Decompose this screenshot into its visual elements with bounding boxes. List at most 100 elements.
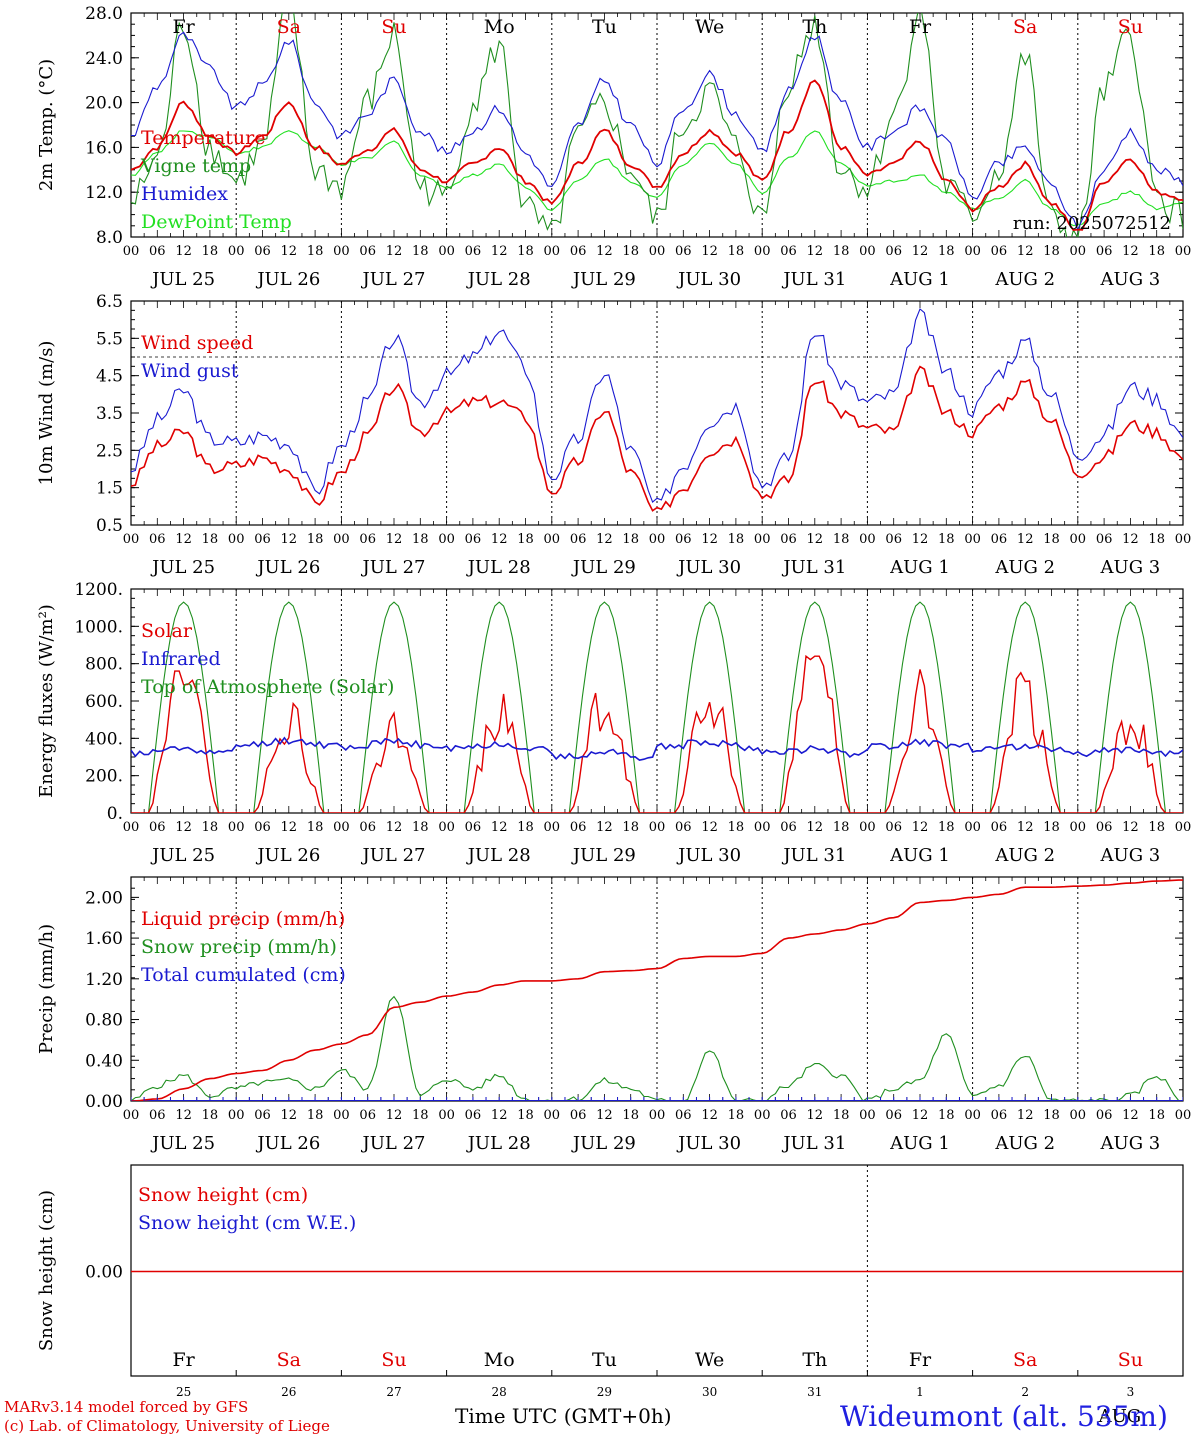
plot-area bbox=[131, 879, 1183, 1101]
y-tick-label: 2.5 bbox=[96, 441, 123, 461]
hour-label: 00 bbox=[228, 244, 245, 259]
day-name: Fr bbox=[172, 16, 195, 38]
hour-label: 18 bbox=[412, 532, 429, 547]
hour-label: 12 bbox=[701, 244, 718, 259]
hour-label: 06 bbox=[465, 532, 482, 547]
day-name: Su bbox=[381, 16, 406, 38]
hour-label: 06 bbox=[991, 1108, 1008, 1123]
month-label: AUG bbox=[1098, 1406, 1142, 1427]
day-name: Fr bbox=[909, 1349, 932, 1371]
hour-label: 00 bbox=[438, 244, 455, 259]
legend-entry: Total cumulated (cm) bbox=[141, 964, 346, 986]
day-name: Sa bbox=[277, 16, 301, 38]
date-label: JUL 25 bbox=[150, 1133, 215, 1154]
date-label: JUL 30 bbox=[676, 557, 741, 578]
hour-label: 00 bbox=[964, 244, 981, 259]
series-vigne-temp bbox=[131, 13, 1183, 237]
hour-label: 12 bbox=[281, 1108, 298, 1123]
day-name: Su bbox=[1118, 16, 1143, 38]
hour-label: 00 bbox=[123, 1108, 140, 1123]
hour-label: 12 bbox=[386, 820, 403, 835]
hour-label: 00 bbox=[544, 532, 561, 547]
y-axis-label: 10m Wind (m/s) bbox=[36, 341, 57, 486]
y-tick-label: 0.40 bbox=[85, 1051, 123, 1071]
date-label: JUL 28 bbox=[466, 1133, 531, 1154]
day-number: 1 bbox=[916, 1385, 924, 1399]
hour-label: 12 bbox=[281, 532, 298, 547]
hour-label: 00 bbox=[1175, 532, 1192, 547]
hour-label: 18 bbox=[622, 820, 639, 835]
hour-label: 00 bbox=[964, 820, 981, 835]
hour-label: 18 bbox=[1043, 532, 1060, 547]
day-number: 26 bbox=[281, 1385, 296, 1399]
series-dewpoint-temp bbox=[131, 130, 1183, 227]
station-title: Wideumont (alt. 535m) bbox=[840, 1400, 1168, 1433]
hour-label: 00 bbox=[333, 820, 350, 835]
hour-label: 18 bbox=[202, 244, 219, 259]
hour-label: 00 bbox=[754, 244, 771, 259]
y-tick-label: 24.0 bbox=[85, 49, 123, 69]
hour-label: 00 bbox=[964, 532, 981, 547]
hour-label: 06 bbox=[885, 1108, 902, 1123]
day-number: 31 bbox=[807, 1385, 822, 1399]
hour-label: 06 bbox=[149, 244, 166, 259]
hour-label: 06 bbox=[254, 532, 271, 547]
hour-label: 06 bbox=[149, 1108, 166, 1123]
date-label: AUG 1 bbox=[889, 845, 950, 866]
hour-label: 18 bbox=[622, 1108, 639, 1123]
date-label: JUL 25 bbox=[150, 269, 215, 290]
date-label: JUL 31 bbox=[781, 845, 846, 866]
day-number: 25 bbox=[176, 1385, 191, 1399]
hour-label: 06 bbox=[991, 532, 1008, 547]
y-tick-label: 3.5 bbox=[96, 404, 123, 424]
series-humidex bbox=[131, 31, 1183, 231]
hour-label: 12 bbox=[386, 532, 403, 547]
hour-label: 18 bbox=[1148, 532, 1165, 547]
hour-label: 06 bbox=[570, 820, 587, 835]
day-name: Tu bbox=[592, 16, 617, 38]
legend-entry: Temperature bbox=[141, 127, 265, 149]
hour-label: 00 bbox=[754, 820, 771, 835]
hour-label: 12 bbox=[1122, 244, 1139, 259]
hour-label: 12 bbox=[701, 820, 718, 835]
hour-label: 06 bbox=[1096, 244, 1113, 259]
y-tick-label: 200. bbox=[85, 767, 123, 787]
y-tick-label: 20.0 bbox=[85, 94, 123, 114]
hour-label: 12 bbox=[175, 1108, 192, 1123]
hour-label: 00 bbox=[438, 820, 455, 835]
hour-label: 18 bbox=[938, 244, 955, 259]
series-infrared bbox=[131, 736, 1183, 761]
hour-label: 12 bbox=[596, 244, 613, 259]
day-name: We bbox=[695, 1349, 724, 1371]
date-label: JUL 25 bbox=[150, 845, 215, 866]
day-name: Sa bbox=[1013, 16, 1037, 38]
date-label: JUL 30 bbox=[676, 845, 741, 866]
hour-label: 06 bbox=[991, 820, 1008, 835]
hour-label: 06 bbox=[675, 820, 692, 835]
day-name: Mo bbox=[484, 16, 515, 38]
hour-label: 18 bbox=[412, 244, 429, 259]
day-number: 30 bbox=[702, 1385, 717, 1399]
hour-label: 06 bbox=[675, 1108, 692, 1123]
hour-label: 00 bbox=[649, 1108, 666, 1123]
date-label: AUG 2 bbox=[994, 1133, 1055, 1154]
y-axis-label: Snow height (cm) bbox=[36, 1190, 57, 1351]
hour-label: 00 bbox=[333, 532, 350, 547]
legend-entry: Wind gust bbox=[141, 360, 239, 382]
plot-area bbox=[131, 601, 1183, 813]
hour-label: 00 bbox=[754, 532, 771, 547]
day-number: 27 bbox=[386, 1385, 401, 1399]
hour-label: 12 bbox=[912, 1108, 929, 1123]
hour-label: 06 bbox=[1096, 820, 1113, 835]
hour-label: 18 bbox=[307, 1108, 324, 1123]
hour-label: 18 bbox=[833, 532, 850, 547]
hour-label: 06 bbox=[780, 820, 797, 835]
hour-label: 06 bbox=[465, 1108, 482, 1123]
y-axis-label: Precip (mm/h) bbox=[36, 924, 57, 1054]
hour-label: 18 bbox=[412, 1108, 429, 1123]
legend-entry: Liquid precip (mm/h) bbox=[141, 908, 345, 930]
hour-label: 12 bbox=[807, 244, 824, 259]
hour-label: 18 bbox=[1043, 1108, 1060, 1123]
hour-label: 18 bbox=[728, 820, 745, 835]
